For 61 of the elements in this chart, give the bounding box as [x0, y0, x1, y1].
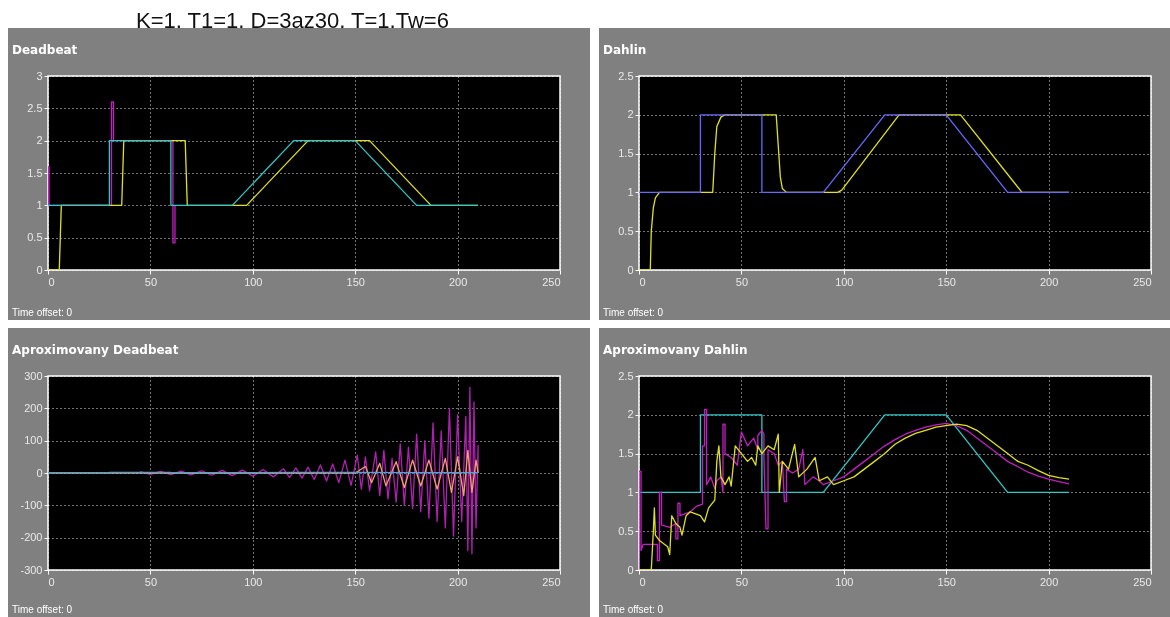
x-tick-label: 100	[835, 575, 854, 588]
line-series	[48, 449, 479, 497]
x-tick-label: 250	[1133, 575, 1152, 588]
y-tick-label: 1.5	[27, 166, 43, 179]
x-tick-label: 150	[346, 575, 365, 588]
x-tick-label: 100	[244, 275, 263, 288]
text: Time offset: 0	[603, 307, 664, 318]
y-tick-label: 2.5	[27, 101, 43, 114]
x-tick-label: 200	[448, 575, 468, 588]
y-tick-label: 0.5	[618, 524, 634, 537]
x-tick-label: 250	[542, 575, 561, 588]
y-tick-label: 0.5	[27, 231, 43, 244]
y-tick-label: 3	[36, 69, 43, 82]
x-tick-label: 50	[144, 575, 158, 588]
y-tick-label: 0.5	[618, 224, 634, 237]
y-tick-label: 1	[627, 185, 634, 198]
y-tick-label: 100	[24, 434, 43, 447]
x-tick-label: 200	[1039, 275, 1059, 288]
line-series	[139, 386, 479, 555]
y-tick-label: 2	[627, 108, 634, 121]
y-tick-label: 200	[24, 401, 43, 414]
text: K=1, T1=1, D=3az30, T=1,Tw=6	[136, 8, 449, 34]
x-tick-label: 0	[48, 575, 55, 588]
chart-title: Aproximovany Deadbeat	[12, 343, 179, 357]
x-tick-label: 50	[735, 275, 749, 288]
text: Time offset: 0	[12, 604, 73, 615]
x-tick-label: 200	[448, 275, 468, 288]
x-tick-label: 250	[1133, 275, 1152, 288]
x-tick-label: 0	[48, 275, 55, 288]
x-tick-label: 250	[542, 275, 561, 288]
y-tick-label: -300	[20, 563, 43, 576]
x-tick-label: 50	[735, 575, 749, 588]
x-tick-label: 100	[244, 575, 263, 588]
chart-title: Aproximovany Dahlin	[603, 343, 748, 357]
y-tick-label: -100	[20, 498, 43, 511]
y-tick-label: 2	[36, 134, 43, 147]
y-tick-label: -200	[20, 531, 43, 544]
y-tick-label: 1	[36, 198, 43, 211]
y-tick-label: 1.5	[618, 447, 634, 460]
y-tick-label: 0	[627, 563, 634, 576]
y-tick-label: 0	[36, 263, 43, 276]
y-tick-label: 1	[627, 485, 634, 498]
y-tick-label: 0	[36, 466, 43, 479]
y-tick-label: 0	[627, 263, 634, 276]
text: Time offset: 0	[603, 604, 664, 615]
chart-title: Dahlin	[603, 43, 647, 57]
y-tick-label: 300	[24, 369, 43, 382]
text: Time offset: 0	[12, 307, 73, 318]
x-tick-label: 50	[144, 275, 158, 288]
x-tick-label: 0	[639, 275, 646, 288]
x-tick-label: 200	[1039, 575, 1059, 588]
chart-title: Deadbeat	[12, 43, 78, 57]
y-tick-label: 1.5	[618, 147, 634, 160]
y-tick-label: 2.5	[618, 369, 634, 382]
x-tick-label: 0	[639, 575, 646, 588]
x-tick-label: 150	[346, 275, 365, 288]
y-tick-label: 2	[627, 408, 634, 421]
x-tick-label: 150	[937, 575, 956, 588]
y-tick-label: 2.5	[618, 69, 634, 82]
x-tick-label: 100	[835, 275, 854, 288]
x-tick-label: 150	[937, 275, 956, 288]
